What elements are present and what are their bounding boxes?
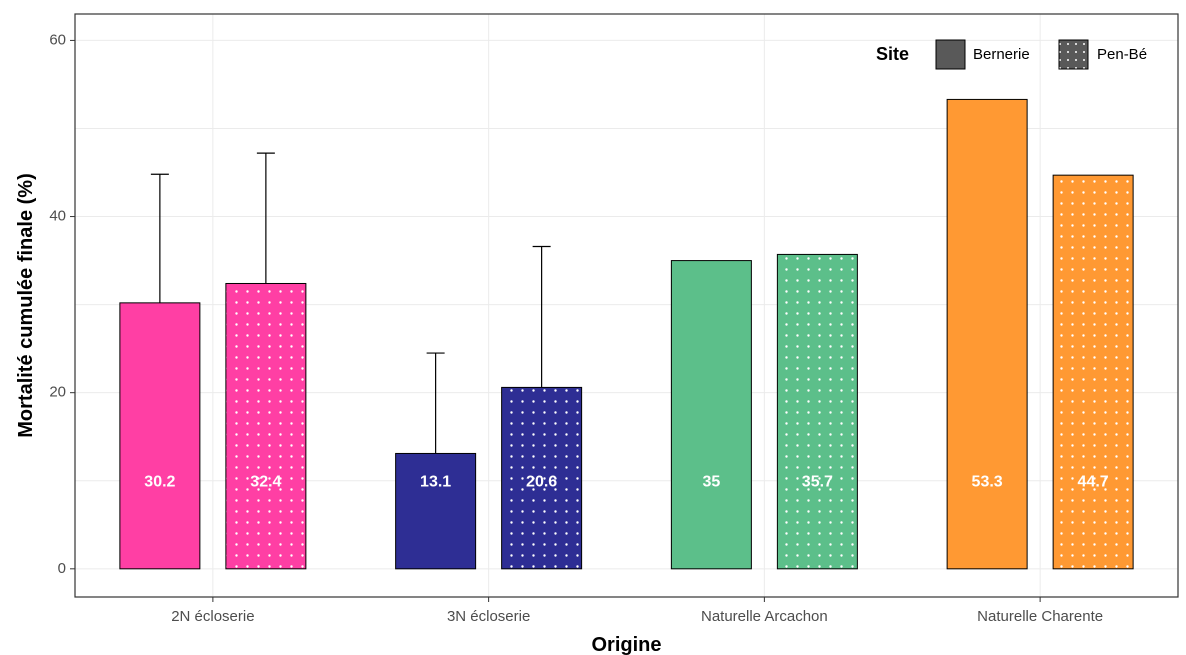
bar-value-label: 44.7	[1078, 474, 1109, 491]
axes: 0 20 40 60 2N écloserie 3N écloserie Naturelle…	[49, 31, 1103, 625]
bars	[119, 98, 1134, 570]
bar-bernerie-2	[670, 260, 752, 570]
error-bars	[150, 152, 551, 454]
legend-label-bernerie: Bernerie	[973, 46, 1030, 63]
y-tick-label: 20	[49, 384, 66, 401]
x-axis-title: Origine	[591, 634, 661, 655]
bar-value-label: 53.3	[972, 474, 1003, 491]
data-labels: 30.2 13.1 35 53.3 32.4 20.6 35.7 44.7	[144, 474, 1108, 491]
bar-value-label: 35.7	[802, 474, 833, 491]
x-tick-label: 3N écloserie	[447, 608, 530, 625]
x-tick-label: Naturelle Arcachon	[701, 608, 828, 625]
y-tick-label: 0	[58, 560, 66, 577]
legend-swatch-bernerie	[935, 39, 966, 70]
bar-pen-b--3	[1052, 174, 1134, 570]
bar-pen-b--2	[776, 253, 858, 570]
y-tick-label: 40	[49, 208, 66, 225]
x-tick-label: 2N écloserie	[171, 608, 254, 625]
bar-value-label: 13.1	[420, 474, 451, 491]
bar-value-label: 32.4	[250, 474, 281, 491]
legend: Site Bernerie Pen-Bé	[876, 39, 1147, 70]
legend-swatch-pen-be	[1058, 39, 1089, 70]
bar-bernerie-1	[395, 452, 477, 570]
legend-label-pen-be: Pen-Bé	[1097, 46, 1147, 63]
bar-value-label: 20.6	[526, 474, 557, 491]
bar-value-label: 35	[702, 474, 720, 491]
x-tick-label: Naturelle Charente	[977, 608, 1103, 625]
y-axis-title: Mortalité cumulée finale (%)	[15, 173, 37, 438]
y-tick-label: 60	[49, 31, 66, 48]
plot-panel-border	[74, 13, 1179, 598]
bar-pen-b--0	[225, 282, 307, 570]
bar-bernerie-3	[946, 98, 1028, 570]
bar-bernerie-0	[119, 302, 201, 570]
bar-value-label: 30.2	[144, 474, 175, 491]
legend-title: Site	[876, 44, 909, 64]
bar-pen-b--1	[501, 386, 583, 570]
